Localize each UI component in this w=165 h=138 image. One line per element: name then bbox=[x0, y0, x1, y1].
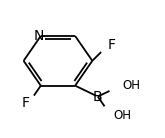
Text: N: N bbox=[33, 29, 44, 43]
Text: OH: OH bbox=[113, 108, 131, 121]
Text: B: B bbox=[93, 90, 103, 104]
Text: F: F bbox=[107, 39, 115, 52]
Text: F: F bbox=[22, 96, 30, 110]
Text: OH: OH bbox=[123, 79, 141, 92]
